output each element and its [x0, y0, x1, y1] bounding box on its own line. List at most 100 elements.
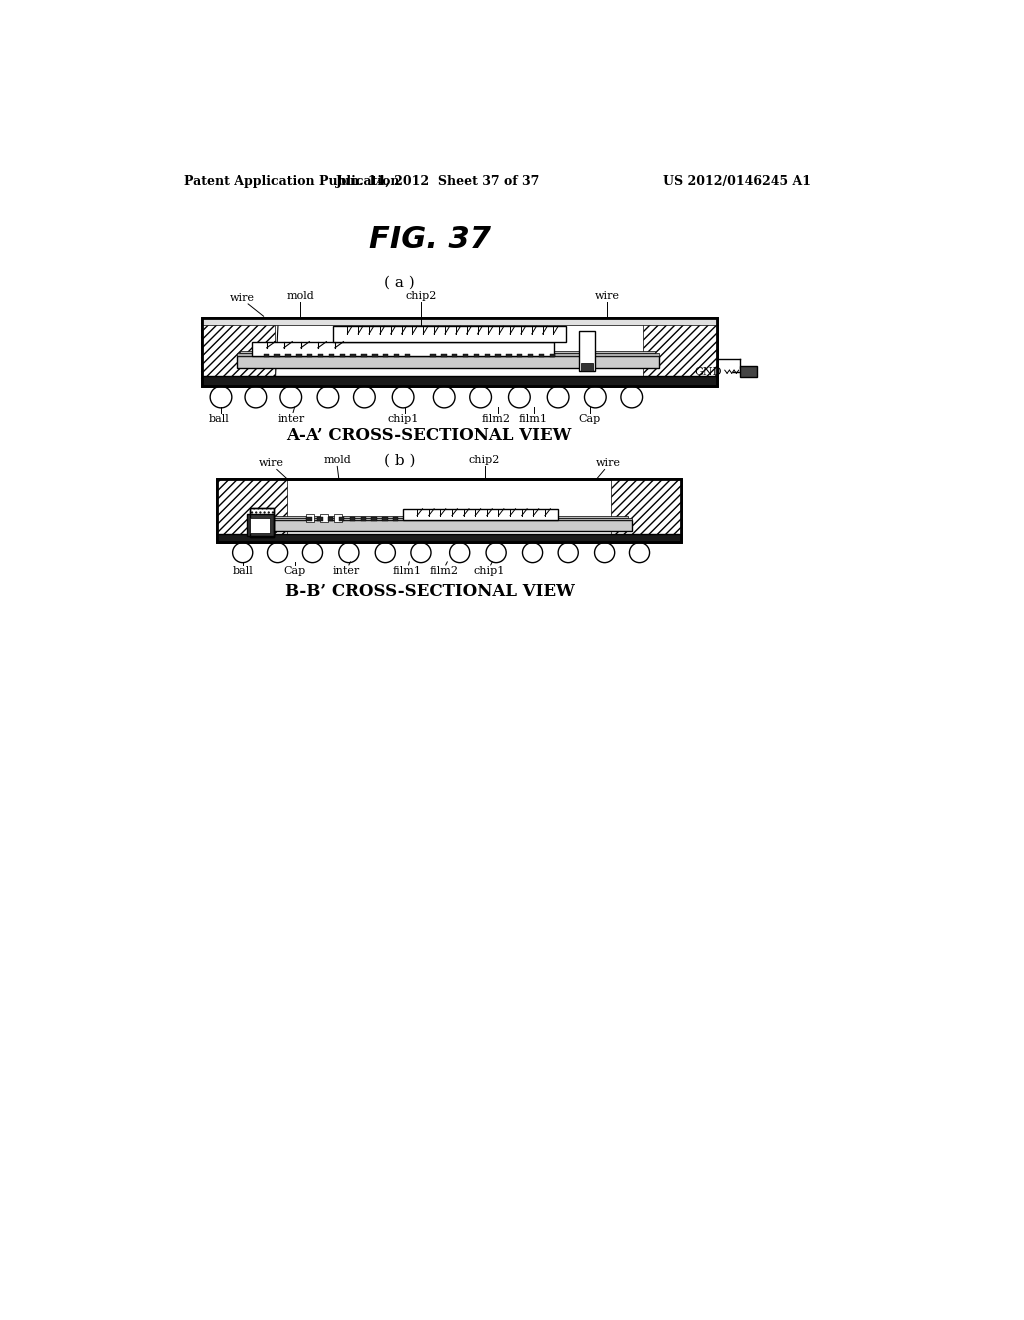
Text: chip1: chip1 [473, 566, 505, 577]
Bar [463, 354, 468, 358]
Bar [252, 517, 632, 520]
Bar [251, 508, 273, 537]
Bar [372, 517, 377, 521]
Bar [202, 318, 717, 326]
Circle shape [392, 387, 414, 408]
Text: US 2012/0146245 A1: US 2012/0146245 A1 [663, 176, 811, 187]
Bar [252, 342, 554, 355]
Circle shape [280, 387, 302, 408]
Bar [349, 517, 355, 521]
Text: Patent Application Publication: Patent Application Publication [183, 176, 399, 187]
Text: wire: wire [595, 290, 620, 301]
Text: film2: film2 [481, 414, 511, 424]
Bar [274, 354, 280, 358]
Circle shape [621, 387, 643, 408]
Text: inter: inter [333, 566, 360, 577]
Circle shape [522, 543, 543, 562]
Text: chip1: chip1 [387, 414, 419, 424]
Bar [241, 351, 655, 354]
Bar [263, 354, 269, 358]
Text: chip2: chip2 [406, 290, 436, 301]
Bar [306, 515, 314, 521]
Bar [393, 517, 398, 521]
Bar [217, 479, 681, 543]
Bar [334, 326, 566, 342]
Bar [252, 520, 632, 531]
Bar [506, 354, 512, 358]
Bar [372, 354, 378, 358]
Text: wire: wire [596, 458, 621, 469]
Circle shape [585, 387, 606, 408]
Bar [550, 354, 555, 358]
Circle shape [375, 543, 395, 562]
Bar [484, 354, 489, 358]
Text: film2: film2 [430, 566, 459, 577]
Bar [394, 354, 399, 358]
Circle shape [210, 387, 231, 408]
Bar [328, 517, 334, 521]
Bar [539, 354, 544, 358]
Bar [217, 479, 681, 543]
Bar [340, 354, 345, 358]
Bar [251, 517, 270, 533]
Bar [452, 354, 458, 358]
Circle shape [245, 387, 266, 408]
Bar [247, 515, 273, 536]
Bar [579, 331, 595, 371]
Bar [317, 517, 323, 521]
Circle shape [547, 387, 569, 408]
Bar [217, 535, 681, 543]
Bar [474, 354, 479, 358]
Bar [306, 517, 311, 521]
Text: Cap: Cap [284, 566, 306, 577]
Bar [321, 515, 328, 521]
Bar [404, 354, 410, 358]
Text: FIG. 37: FIG. 37 [370, 224, 492, 253]
Text: mold: mold [324, 455, 351, 465]
Bar [360, 517, 366, 521]
Bar [528, 354, 534, 358]
Bar [237, 355, 658, 368]
Circle shape [486, 543, 506, 562]
Circle shape [339, 543, 359, 562]
Bar [286, 354, 291, 358]
Bar [496, 354, 501, 358]
Circle shape [558, 543, 579, 562]
Bar [334, 515, 342, 521]
Polygon shape [643, 318, 717, 385]
Text: film1: film1 [519, 414, 548, 424]
Bar [296, 354, 302, 358]
Bar [307, 354, 312, 358]
Text: B-B’ CROSS-SECTIONAL VIEW: B-B’ CROSS-SECTIONAL VIEW [286, 582, 575, 599]
Circle shape [509, 387, 530, 408]
Text: inter: inter [278, 414, 304, 424]
Circle shape [411, 543, 431, 562]
Bar [339, 517, 344, 521]
Bar [361, 354, 367, 358]
Bar [350, 354, 356, 358]
Text: mold: mold [286, 290, 314, 301]
Circle shape [450, 543, 470, 562]
Text: ( a ): ( a ) [384, 276, 415, 290]
Bar [329, 354, 334, 358]
Bar [740, 367, 758, 378]
Bar [251, 508, 273, 537]
Bar [383, 354, 388, 358]
Bar [256, 516, 628, 517]
Bar [237, 354, 658, 355]
Circle shape [267, 543, 288, 562]
Polygon shape [202, 318, 275, 385]
Bar [317, 354, 324, 358]
Text: wire: wire [230, 293, 255, 304]
Text: ball: ball [209, 414, 229, 424]
Text: film1: film1 [392, 566, 422, 577]
Polygon shape [611, 479, 681, 543]
Bar [202, 318, 717, 385]
Text: Cap: Cap [578, 414, 600, 424]
Circle shape [630, 543, 649, 562]
Circle shape [302, 543, 323, 562]
Circle shape [470, 387, 492, 408]
Bar [430, 354, 435, 358]
Circle shape [317, 387, 339, 408]
Polygon shape [217, 479, 287, 543]
